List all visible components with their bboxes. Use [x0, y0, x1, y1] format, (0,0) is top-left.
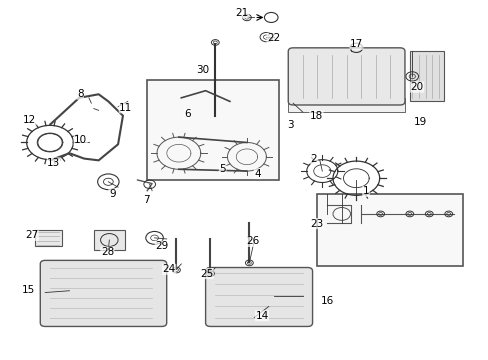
Bar	[409, 51, 443, 102]
Text: 25: 25	[200, 269, 213, 279]
Text: 23: 23	[309, 219, 323, 229]
FancyBboxPatch shape	[205, 267, 312, 327]
Text: 18: 18	[309, 111, 323, 121]
Text: 2: 2	[310, 154, 317, 163]
Text: 17: 17	[349, 39, 362, 49]
Text: 13: 13	[47, 158, 61, 168]
Text: 9: 9	[109, 189, 115, 199]
Text: 6: 6	[183, 109, 190, 119]
Bar	[147, 80, 278, 180]
Text: 5: 5	[219, 164, 225, 174]
Text: 28: 28	[101, 247, 114, 257]
Text: 20: 20	[410, 82, 423, 92]
Bar	[287, 98, 404, 112]
Text: 15: 15	[21, 285, 35, 295]
Text: 14: 14	[255, 311, 268, 321]
FancyBboxPatch shape	[287, 48, 404, 105]
Text: 12: 12	[23, 115, 36, 125]
Text: 19: 19	[413, 117, 426, 127]
Text: 1: 1	[362, 186, 368, 197]
Text: 26: 26	[246, 237, 259, 247]
Text: 3: 3	[287, 120, 293, 130]
Text: 24: 24	[162, 264, 175, 274]
Text: 16: 16	[320, 296, 333, 306]
FancyBboxPatch shape	[40, 260, 166, 327]
Text: 30: 30	[196, 65, 209, 75]
Text: 4: 4	[254, 168, 261, 179]
Text: 7: 7	[142, 195, 149, 205]
Text: 8: 8	[77, 89, 83, 99]
Bar	[317, 194, 462, 266]
Bar	[94, 230, 125, 249]
Text: 22: 22	[266, 33, 280, 43]
Text: 21: 21	[235, 8, 248, 18]
Bar	[35, 230, 62, 246]
Text: 10: 10	[74, 135, 87, 145]
Text: 27: 27	[25, 230, 38, 240]
Text: 11: 11	[119, 103, 132, 113]
Text: 29: 29	[155, 241, 168, 251]
